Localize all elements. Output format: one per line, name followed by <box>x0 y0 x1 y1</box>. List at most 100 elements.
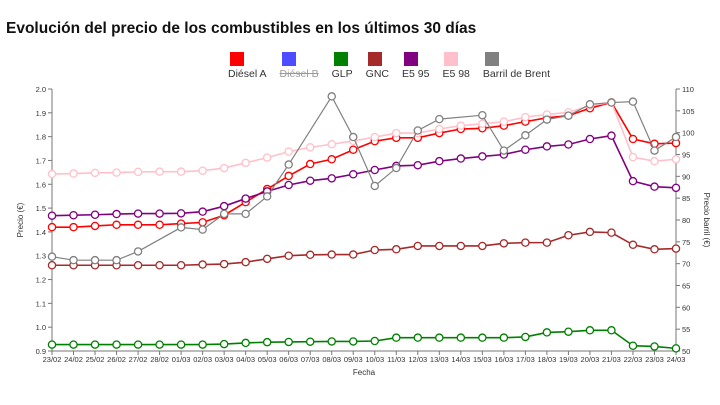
data-point <box>585 227 595 237</box>
data-point <box>198 225 207 234</box>
y-tick-label: 2.0 <box>36 85 46 94</box>
data-point <box>392 163 401 173</box>
y-tick-label: 1.2 <box>36 276 46 285</box>
legend: Diésel A Diésel B GLP GNC E5 95 E5 98 Barril d… <box>228 52 563 80</box>
legend-label: Barril de Brent <box>482 68 551 80</box>
data-point <box>392 333 401 342</box>
legend-item[interactable]: Diésel A <box>228 52 267 80</box>
data-point <box>262 337 272 347</box>
data-point <box>112 168 121 177</box>
data-point <box>413 333 423 342</box>
data-point <box>305 176 315 185</box>
data-point <box>542 328 552 337</box>
data-point <box>671 344 681 353</box>
x-tick-label: 02/03 <box>193 355 212 364</box>
data-point <box>69 169 78 178</box>
data-point <box>370 245 380 255</box>
x-tick-label: 23/03 <box>645 355 664 364</box>
y-tick-label: 1.8 <box>36 133 46 142</box>
y2-tick-label: 60 <box>682 303 690 312</box>
data-point <box>155 340 164 349</box>
data-point <box>262 153 272 162</box>
legend-label: E5 95 <box>402 68 430 80</box>
data-point <box>348 145 358 154</box>
data-point <box>650 146 659 155</box>
series-line <box>51 134 677 217</box>
data-point <box>650 342 659 351</box>
data-point <box>262 254 272 264</box>
data-point <box>628 341 638 351</box>
data-point <box>133 340 143 349</box>
data-point <box>456 241 466 251</box>
data-point <box>521 145 530 154</box>
x-tick-label: 22/03 <box>624 355 643 364</box>
data-point <box>284 251 293 260</box>
y-tick-label: 1.7 <box>36 156 46 165</box>
data-point <box>478 333 487 342</box>
y-axis-label: Precio (€) <box>16 202 25 237</box>
data-point <box>284 171 293 181</box>
data-point <box>585 326 595 335</box>
x-tick-label: 25/02 <box>86 355 105 364</box>
data-point <box>478 241 487 251</box>
data-point <box>348 337 358 346</box>
legend-swatch <box>230 52 244 66</box>
data-point <box>564 140 573 149</box>
legend-item[interactable]: E5 98 <box>442 52 470 80</box>
data-point <box>284 147 293 156</box>
x-tick-label: 23/02 <box>43 355 62 364</box>
data-point <box>327 92 336 101</box>
legend-item[interactable]: GLP <box>332 52 353 80</box>
data-point <box>90 340 100 349</box>
legend-swatch <box>281 52 296 66</box>
y2-tick-label: 110 <box>682 85 694 94</box>
data-point <box>478 119 487 129</box>
data-point <box>628 134 638 144</box>
data-point <box>521 238 530 247</box>
data-point <box>219 201 229 211</box>
data-point <box>47 261 57 270</box>
legend-item[interactable]: GNC <box>366 52 389 80</box>
x-tick-label: 12/03 <box>408 355 427 364</box>
data-point <box>133 247 143 256</box>
data-point <box>112 220 121 230</box>
data-point <box>262 192 272 201</box>
x-tick-label: 28/02 <box>150 355 169 364</box>
data-point <box>456 333 466 342</box>
data-point <box>327 140 336 149</box>
data-point <box>564 327 573 336</box>
x-tick-label: 24/03 <box>667 355 686 364</box>
x-tick-label: 03/03 <box>215 355 234 364</box>
legend-item[interactable]: E5 95 <box>402 52 429 80</box>
legend-swatch <box>404 52 418 66</box>
data-point <box>327 250 336 259</box>
data-point <box>478 110 487 120</box>
x-tick-label: 27/02 <box>129 355 148 364</box>
data-point <box>176 209 186 218</box>
data-point <box>198 260 207 269</box>
data-point <box>284 337 293 347</box>
data-point <box>585 100 595 109</box>
data-point <box>542 115 552 124</box>
data-point <box>650 182 659 191</box>
data-point <box>370 132 380 142</box>
data-point <box>607 98 616 107</box>
data-point <box>198 218 207 227</box>
data-point <box>198 340 207 349</box>
data-point <box>628 97 638 106</box>
data-point <box>521 112 530 122</box>
data-point <box>219 339 229 349</box>
data-point <box>521 332 530 342</box>
x-tick-label: 15/03 <box>473 355 492 364</box>
data-point <box>456 121 466 130</box>
data-point <box>478 152 487 161</box>
data-point <box>542 238 552 247</box>
legend-item[interactable]: Diésel B <box>280 52 319 80</box>
y2-tick-label: 50 <box>682 347 690 356</box>
data-point <box>155 220 164 230</box>
y2-tick-label: 105 <box>682 107 695 116</box>
data-point <box>133 261 143 270</box>
data-point <box>499 146 509 155</box>
data-point <box>370 336 380 346</box>
legend-item[interactable]: Barril de Brent <box>483 52 550 80</box>
